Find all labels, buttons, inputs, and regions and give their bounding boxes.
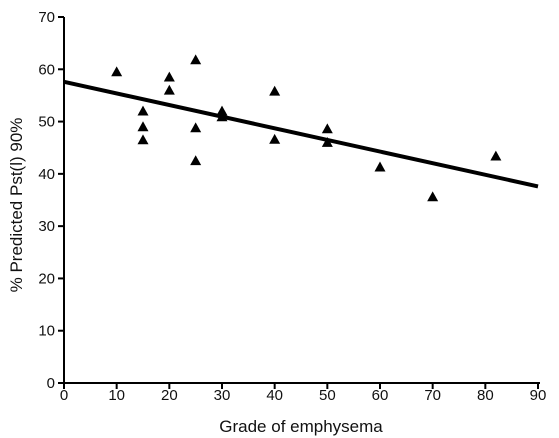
y-tick-label: 30 (38, 218, 55, 235)
x-tick-label: 60 (372, 387, 389, 404)
x-tick-label: 30 (214, 387, 231, 404)
data-point (269, 133, 281, 144)
x-axis-title: Grade of emphysema (219, 417, 383, 436)
x-tick-label: 90 (530, 387, 547, 404)
regression-line-group (63, 79, 539, 189)
data-point (190, 54, 202, 65)
y-tick-label: 20 (38, 270, 55, 287)
y-tick-label: 60 (38, 61, 55, 78)
x-tick-label: 20 (161, 387, 178, 404)
y-tick-label: 50 (38, 114, 55, 131)
x-tick-label: 70 (424, 387, 441, 404)
x-tick-label: 80 (477, 387, 494, 404)
y-tick-label: 0 (47, 375, 55, 392)
y-tick-label: 40 (38, 166, 55, 183)
data-point (374, 161, 386, 172)
y-tick-label: 70 (38, 9, 55, 26)
data-point (427, 191, 439, 202)
data-point (216, 105, 228, 116)
data-point (190, 122, 202, 133)
data-point (111, 66, 123, 77)
x-tick-label: 50 (319, 387, 336, 404)
data-points (111, 54, 502, 202)
axes (63, 17, 540, 384)
data-point (321, 136, 333, 147)
regression-line (63, 79, 539, 189)
data-point (163, 71, 175, 82)
data-point (137, 121, 149, 132)
data-point (137, 134, 149, 145)
data-point (190, 155, 202, 166)
x-tick-label: 0 (60, 387, 68, 404)
x-tick-label: 10 (108, 387, 125, 404)
data-point (216, 111, 228, 122)
data-point (269, 85, 281, 96)
x-tick-label: 40 (266, 387, 283, 404)
data-point (490, 150, 502, 161)
y-tick-label: 10 (38, 323, 55, 340)
data-point (321, 123, 333, 134)
y-axis-title: % Predicted Pst(l) 90% (7, 118, 26, 293)
ticks: 0 10 20 30 40 50 60 70 0 10 20 30 40 50 60 70 80 90 (38, 9, 546, 404)
data-point (137, 105, 149, 116)
data-point (163, 84, 175, 95)
